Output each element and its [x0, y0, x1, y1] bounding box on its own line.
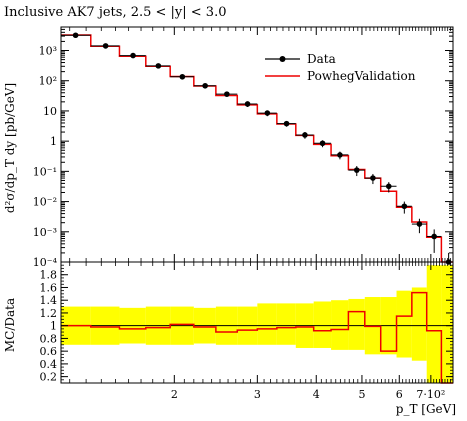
ratio-y-tick-label: 1 [50, 320, 57, 333]
y-axis-label: d²σ/dp_T dy [pb/GeV] [3, 83, 17, 213]
legend: Data PowhegValidation [265, 52, 416, 83]
y-tick-label: 10⁻¹ [33, 165, 57, 178]
x-tick-label: 5 [358, 388, 365, 401]
data-point [102, 43, 109, 49]
ratio-band-segment [348, 298, 365, 350]
data-point [302, 132, 308, 138]
data-point [370, 175, 376, 181]
x-tick-label: 3 [254, 388, 261, 401]
data-point [155, 63, 162, 69]
ratio-band-segment [331, 300, 349, 350]
ratio-panel [61, 265, 453, 384]
ratio-band-segment [426, 265, 442, 383]
x-tick-label: 4 [313, 388, 320, 401]
data-point [130, 52, 136, 59]
ratio-y-tick-label: 0.6 [40, 345, 58, 358]
ratio-band-segment [276, 303, 296, 345]
data-point [319, 140, 326, 147]
ratio-mc-step-line [61, 291, 453, 384]
data-point [416, 221, 423, 227]
ratio-y-tick-label: 0.8 [40, 332, 58, 345]
y-tick-label: 10 [43, 105, 57, 118]
data-point [202, 82, 208, 89]
ratio-band-segment [313, 301, 332, 348]
ratio-band-segment [411, 287, 427, 361]
ratio-band-segment [257, 303, 277, 345]
data-point [264, 110, 271, 116]
y-tick-label: 10⁻⁴ [33, 256, 58, 269]
y-tick-label: 10³ [39, 45, 57, 58]
data-point [283, 120, 290, 127]
ratio-y-tick-label: 0.4 [40, 358, 58, 371]
y-tick-label: 1 [50, 135, 57, 148]
data-point [337, 152, 343, 158]
y-tick-label: 10⁻² [33, 196, 57, 209]
data-point [385, 183, 392, 190]
data-point [224, 91, 230, 97]
legend-mc-label: PowhegValidation [307, 69, 416, 83]
legend-data-marker [279, 56, 286, 62]
ratio-y-tick-label: 1.2 [40, 307, 58, 320]
ratio-y-tick-label: 1.4 [40, 294, 58, 307]
y-tick-label: 10² [39, 75, 57, 88]
main-frame [60, 26, 454, 263]
data-point [401, 203, 408, 210]
main-panel [61, 32, 453, 265]
ratio-y-tick-label: 1.6 [40, 281, 58, 294]
legend-data-label: Data [307, 52, 336, 66]
ratio-band-segment [396, 290, 412, 358]
x-axis-label: p_T [GeV] [396, 402, 456, 416]
data-point [179, 73, 186, 80]
ratio-y-tick-label: 1.8 [40, 269, 58, 282]
data-point [244, 101, 251, 107]
data-point [72, 32, 79, 39]
chart-title: Inclusive AK7 jets, 2.5 < |y| < 3.0 [4, 5, 226, 20]
ratio-y-axis-label: MC/Data [3, 298, 17, 352]
ratio-band-segment [441, 265, 453, 383]
ratio-y-tick-label: 0.2 [40, 371, 58, 384]
y-tick-label: 10⁻³ [33, 226, 57, 239]
data-point [353, 167, 360, 173]
x-tick-label: 2 [171, 388, 178, 401]
x-tick-label: 7·10² [416, 388, 445, 401]
data-point [431, 233, 437, 240]
x-tick-label: 6 [396, 388, 403, 401]
